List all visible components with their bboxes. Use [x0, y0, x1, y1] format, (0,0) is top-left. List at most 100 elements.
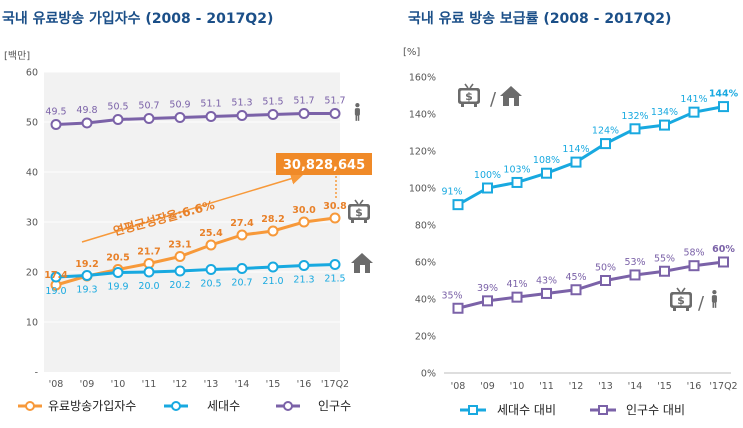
subscribers-data-label: 23.1	[168, 240, 191, 251]
population-ratio-point	[600, 275, 611, 286]
households-point	[298, 260, 310, 271]
households-point	[81, 270, 93, 281]
households-point	[329, 259, 341, 270]
population-point	[50, 119, 62, 130]
population-data-label: 51.1	[200, 99, 221, 110]
legend-population-label: 인구수	[318, 399, 351, 413]
subscribers-data-label: 21.7	[137, 247, 160, 258]
tv-leg-left	[461, 104, 464, 107]
house-icon	[351, 253, 373, 273]
person-body	[711, 295, 717, 303]
subscribers-data-label: 28.2	[261, 214, 284, 225]
tv-antenna-right	[359, 199, 364, 205]
tv-screen	[460, 90, 478, 102]
population-ratio-data-label: 35%	[441, 290, 462, 301]
household-ratio-point	[629, 123, 641, 135]
slash-separator: /	[490, 89, 497, 110]
penetration-chart: 0% 20% 40% 60% 80% 100% 120% 140% 160% [%] '08 '09 '…	[403, 47, 739, 417]
households-point	[143, 266, 155, 278]
subscribers-point	[267, 225, 279, 237]
legend-households-marker	[171, 401, 181, 411]
person-head	[712, 290, 717, 295]
slash-separator: /	[698, 293, 705, 314]
penetration-chart-panel: 국내 유료 방송 보급률 (2008 - 2017Q2) 0% 20% 40% 60%…	[386, 0, 743, 428]
households-point	[205, 264, 217, 275]
households-point	[50, 271, 62, 283]
x-tick-label: '12	[173, 379, 188, 390]
x-tick-label: '12	[569, 381, 584, 392]
household-ratio-point	[659, 119, 670, 131]
household-ratio-data-label: 114%	[562, 144, 589, 155]
population-line	[55, 112, 335, 126]
subscribers-point	[298, 216, 310, 228]
y-tick-label: 160%	[409, 73, 436, 84]
population-ratio-point	[629, 269, 641, 281]
y-tick-label: 0%	[421, 369, 436, 380]
population-data-label: 51.7	[324, 96, 345, 107]
subscribers-data-label: 30.8	[323, 201, 347, 212]
household-ratio-point	[541, 167, 552, 179]
population-data-label: 51.7	[293, 96, 314, 107]
population-ratio-point	[570, 284, 582, 296]
x-tick-label: '17Q2	[321, 379, 349, 390]
house-icon	[500, 86, 522, 106]
tv-screen	[350, 206, 368, 218]
population-ratio-data-label: 60%	[712, 244, 735, 255]
population-data-label: 51.3	[231, 98, 252, 109]
y-tick-label: 60%	[415, 258, 436, 269]
tv-antenna-right	[469, 83, 474, 89]
dollar-icon: $	[355, 206, 363, 219]
household-ratio-data-label: 132%	[621, 111, 648, 122]
household-ratio-data-label: 91%	[441, 187, 462, 198]
house-shape	[500, 86, 522, 106]
population-point	[81, 117, 93, 129]
household-ratio-data-label: 144%	[709, 89, 739, 100]
dollar-icon: $	[677, 294, 685, 307]
population-point	[329, 108, 341, 119]
household-ratio-data-label: 134%	[651, 107, 678, 118]
x-tick-label: '16	[297, 379, 312, 390]
population-ratio-data-label: 50%	[595, 263, 616, 274]
person-body	[354, 108, 360, 116]
y-tick-label: -	[35, 368, 38, 379]
household-ratio-point	[718, 101, 729, 113]
subscribers-point	[236, 229, 248, 241]
subscribers-chart: - 10 20 30 40 50 60 [백만] '08 '09 '10 '11 '12 '13 '14 '1…	[4, 50, 373, 413]
households-data-label: 19.9	[107, 282, 128, 293]
population-data-label: 50.9	[169, 100, 190, 111]
subscribers-chart-title: 국내 유료방송 가입자수 (2008 - 2017Q2)	[2, 11, 274, 27]
legend-population-marker	[283, 401, 293, 411]
household-ratio-point	[482, 182, 493, 194]
population-data-label: 51.5	[262, 97, 283, 108]
population-ratio-data-label: 39%	[477, 283, 498, 294]
x-tick-label: '13	[204, 379, 219, 390]
x-tick-label: '13	[598, 381, 613, 392]
population-ratio-point	[659, 265, 670, 277]
y-tick-label: 120%	[409, 147, 436, 158]
legend-population-ratio-marker	[598, 405, 608, 415]
tv-icon: $	[670, 287, 692, 311]
population-point	[143, 113, 155, 124]
tv-screen	[672, 294, 690, 306]
house-door	[509, 98, 514, 106]
y-tick-label: 20%	[415, 332, 436, 343]
population-ratio-point	[511, 291, 523, 303]
x-tick-label: '10	[111, 379, 126, 390]
population-data-label: 50.5	[107, 102, 128, 113]
population-ratio-point	[541, 287, 552, 299]
legend-population-ratio-label: 인구수 대비	[626, 403, 685, 417]
subscribers-data-label: 20.5	[106, 253, 129, 264]
subscribers-point	[329, 212, 341, 224]
y-tick-label: 40	[26, 168, 38, 179]
y-tick-label: 40%	[415, 295, 436, 306]
person-leg-left	[712, 301, 715, 308]
callout-box	[276, 153, 372, 175]
y-tick-label: 30	[26, 218, 38, 229]
household-ratio-data-label: 124%	[592, 126, 619, 137]
x-tick-label: '11	[539, 381, 554, 392]
population-ratio-data-label: 41%	[506, 279, 527, 290]
households-data-label: 19.3	[76, 285, 97, 296]
household-ratio-data-label: 100%	[474, 170, 501, 181]
x-tick-label: '08	[49, 379, 64, 390]
x-tick-label: '11	[142, 379, 157, 390]
